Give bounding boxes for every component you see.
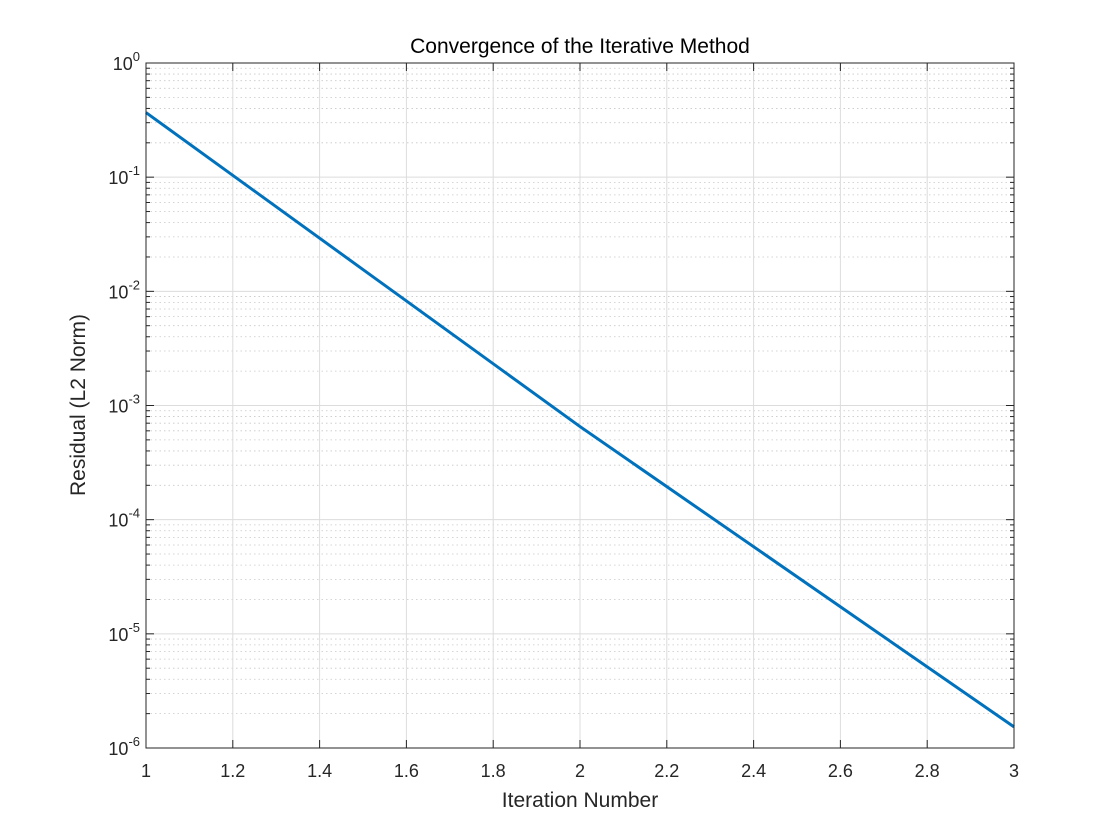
y-tick-label: 10-3: [108, 392, 140, 417]
y-tick-label: 10-5: [108, 620, 140, 645]
series-layer: [145, 111, 1015, 729]
chart-title: Convergence of the Iterative Method: [410, 35, 750, 58]
y-tick-label: 100: [113, 49, 140, 74]
y-tick-label: 10-4: [108, 506, 140, 531]
x-tick-label: 1: [141, 761, 151, 781]
x-tick-label: 2.6: [828, 761, 853, 781]
x-tick-label: 1.8: [481, 761, 506, 781]
y-tick-label: 10-1: [108, 163, 140, 188]
y-tick-label: 10-6: [108, 734, 140, 759]
y-tick-labels: 100 10-1 10-2 10-3 10-4 10-5 10-6: [108, 49, 140, 759]
x-tick-label: 1.6: [394, 761, 419, 781]
x-axis-label: Iteration Number: [502, 789, 658, 812]
x-tick-label: 2.2: [654, 761, 679, 781]
x-tick-label: 2.8: [915, 761, 940, 781]
x-tick-label: 3: [1009, 761, 1019, 781]
x-tick-label: 2: [575, 761, 585, 781]
x-tick-labels: 1 1.2 1.4 1.6 1.8 2 2.2 2.4 2.6 2.8 3: [141, 761, 1019, 781]
x-tick-label: 2.4: [741, 761, 766, 781]
x-tick-label: 1.4: [307, 761, 332, 781]
x-tick-label: 1.2: [220, 761, 245, 781]
y-axis-label: Residual (L2 Norm): [67, 314, 90, 496]
minor-grid: [146, 67, 1014, 715]
axis-ticks: [145, 62, 1015, 749]
y-tick-label: 10-2: [108, 277, 140, 302]
series-line: [145, 111, 1015, 729]
